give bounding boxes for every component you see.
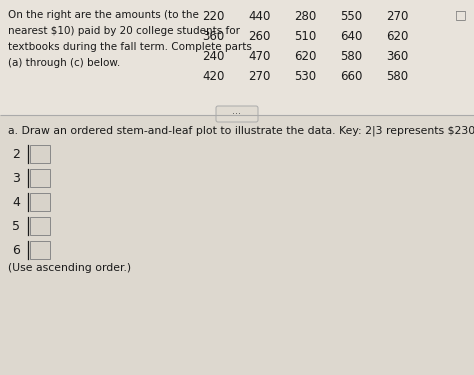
Text: 470: 470 [248, 50, 270, 63]
FancyBboxPatch shape [216, 106, 258, 122]
Text: 580: 580 [386, 70, 408, 83]
Text: 550: 550 [340, 10, 362, 23]
Text: 270: 270 [386, 10, 409, 23]
Text: 4: 4 [12, 195, 20, 208]
Text: 280: 280 [294, 10, 316, 23]
Text: textbooks during the fall term. Complete parts: textbooks during the fall term. Complete… [8, 42, 252, 52]
Text: 660: 660 [340, 70, 363, 83]
Text: a. Draw an ordered stem-and-leaf plot to illustrate the data. Key: 2|3 represent: a. Draw an ordered stem-and-leaf plot to… [8, 125, 474, 135]
Text: ···: ··· [233, 109, 241, 119]
Text: (Use ascending order.): (Use ascending order.) [8, 263, 131, 273]
Bar [30, 217, 50, 235]
Text: 5: 5 [12, 219, 20, 232]
Text: 620: 620 [294, 50, 316, 63]
Text: 6: 6 [12, 243, 20, 256]
Text: 3: 3 [12, 171, 20, 184]
Text: 510: 510 [294, 30, 316, 43]
Bar [30, 241, 50, 259]
Text: 220: 220 [202, 10, 224, 23]
Text: 2: 2 [12, 147, 20, 160]
Text: 580: 580 [340, 50, 362, 63]
Bar [30, 145, 50, 163]
Text: 360: 360 [386, 50, 408, 63]
Bar [30, 169, 50, 187]
Text: 270: 270 [248, 70, 270, 83]
Text: □: □ [455, 8, 467, 21]
Text: 440: 440 [248, 10, 270, 23]
Text: 530: 530 [294, 70, 316, 83]
Text: 240: 240 [202, 50, 224, 63]
Text: On the right are the amounts (to the: On the right are the amounts (to the [8, 10, 199, 20]
Bar [0, 0, 474, 115]
Text: 260: 260 [248, 30, 270, 43]
Text: 620: 620 [386, 30, 409, 43]
Text: (a) through (c) below.: (a) through (c) below. [8, 58, 120, 68]
Text: 360: 360 [202, 30, 224, 43]
Text: 640: 640 [340, 30, 363, 43]
Bar [30, 193, 50, 211]
Text: nearest $10) paid by 20 college students for: nearest $10) paid by 20 college students… [8, 26, 240, 36]
Text: 420: 420 [202, 70, 224, 83]
